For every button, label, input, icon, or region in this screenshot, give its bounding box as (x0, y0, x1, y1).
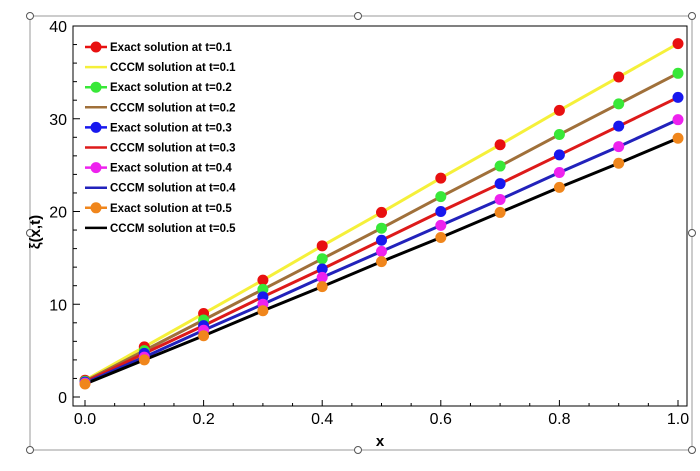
legend-swatch-marker (90, 121, 102, 133)
series-point-2 (613, 98, 625, 110)
y-tick-label: 40 (49, 19, 67, 36)
series-point-6 (376, 245, 387, 257)
series-point-8 (198, 330, 210, 342)
legend-swatch-marker (90, 41, 102, 53)
series-point-4 (435, 206, 447, 217)
series-point-8 (79, 378, 91, 390)
resize-handle-bottom[interactable] (354, 446, 362, 454)
x-tick-label: 0.0 (74, 411, 96, 428)
series-point-8 (672, 132, 684, 144)
series-point-8 (316, 281, 328, 293)
series-point-2 (316, 253, 328, 265)
series-point-8 (553, 181, 565, 193)
legend-swatch-marker (90, 202, 102, 214)
legend-label: Exact solution at t=0.5 (110, 203, 232, 215)
legend-label: CCCM solution at t=0.3 (110, 143, 236, 155)
series-markers (79, 38, 684, 390)
series-point-2 (553, 129, 565, 141)
series-point-6 (494, 193, 506, 205)
x-tick-label: 1.0 (667, 411, 689, 428)
series-point-8 (613, 157, 625, 169)
x-tick-label: 0.6 (430, 411, 452, 428)
series-point-2 (672, 67, 684, 79)
selection-frame[interactable] (26, 12, 696, 454)
legend-label: CCCM solution at t=0.4 (110, 183, 236, 195)
resize-handle-top-right[interactable] (688, 12, 696, 20)
y-tick-label: 0 (58, 390, 67, 407)
series-point-0 (553, 104, 565, 116)
x-tick-label: 0.8 (548, 411, 570, 428)
series-point-6 (316, 271, 328, 283)
y-axis-label: ξ(x,t) (27, 215, 44, 249)
plot-frame (72, 25, 688, 407)
legend-label: Exact solution at t=0.1 (110, 42, 232, 54)
series-point-6 (435, 219, 447, 231)
legend-label: Exact solution at t=0.3 (110, 122, 232, 134)
legend: Exact solution at t=0.1 CCCM solution at … (85, 41, 236, 235)
resize-handle-left[interactable] (26, 229, 34, 237)
legend-swatch-marker (90, 162, 102, 174)
x-tick-label: 0.2 (192, 411, 214, 428)
series-point-4 (553, 149, 565, 161)
series-point-0 (316, 240, 328, 252)
series-point-6 (553, 167, 565, 179)
y-tick-label: 20 (49, 205, 67, 222)
legend-label: CCCM solution at t=0.2 (110, 102, 236, 114)
series-point-8 (257, 305, 269, 317)
series-point-0 (257, 274, 269, 286)
resize-handle-right-bottom[interactable] (688, 446, 696, 454)
axis-ticks: 0.0 0.2 0.4 0.6 0.8 1.0 0 10 20 30 40 (49, 19, 689, 428)
series-point-0 (435, 172, 447, 184)
series-point-8 (494, 206, 506, 218)
series-point-0 (494, 139, 506, 151)
series-point-8 (435, 231, 447, 243)
resize-handle-right[interactable] (688, 229, 696, 237)
legend-swatch-marker (90, 81, 102, 93)
resize-handle-top-left[interactable] (26, 12, 34, 20)
resize-handle-top[interactable] (354, 12, 362, 20)
series-point-2 (435, 191, 447, 203)
series-point-6 (613, 141, 625, 153)
resize-handle-bottom-left[interactable] (26, 446, 34, 454)
series-point-4 (672, 91, 684, 103)
series-point-6 (672, 114, 684, 126)
series-point-4 (494, 178, 506, 190)
series-point-4 (613, 120, 625, 132)
series-point-0 (376, 206, 387, 218)
series-point-8 (138, 354, 150, 366)
legend-label: Exact solution at t=0.4 (110, 163, 232, 175)
y-tick-label: 30 (49, 112, 67, 129)
series-point-8 (376, 256, 387, 268)
y-tick-label: 10 (49, 297, 67, 314)
series-point-4 (316, 263, 328, 275)
series-point-0 (613, 71, 625, 83)
legend-label: Exact solution at t=0.2 (110, 82, 232, 94)
legend-label: CCCM solution at t=0.1 (110, 62, 236, 74)
series-point-0 (672, 38, 684, 50)
series-point-2 (494, 160, 506, 172)
series-point-4 (376, 234, 387, 246)
x-axis-label: x (376, 433, 385, 450)
legend-label: CCCM solution at t=0.5 (110, 223, 236, 235)
x-tick-label: 0.4 (311, 411, 333, 428)
series-point-2 (376, 222, 387, 234)
